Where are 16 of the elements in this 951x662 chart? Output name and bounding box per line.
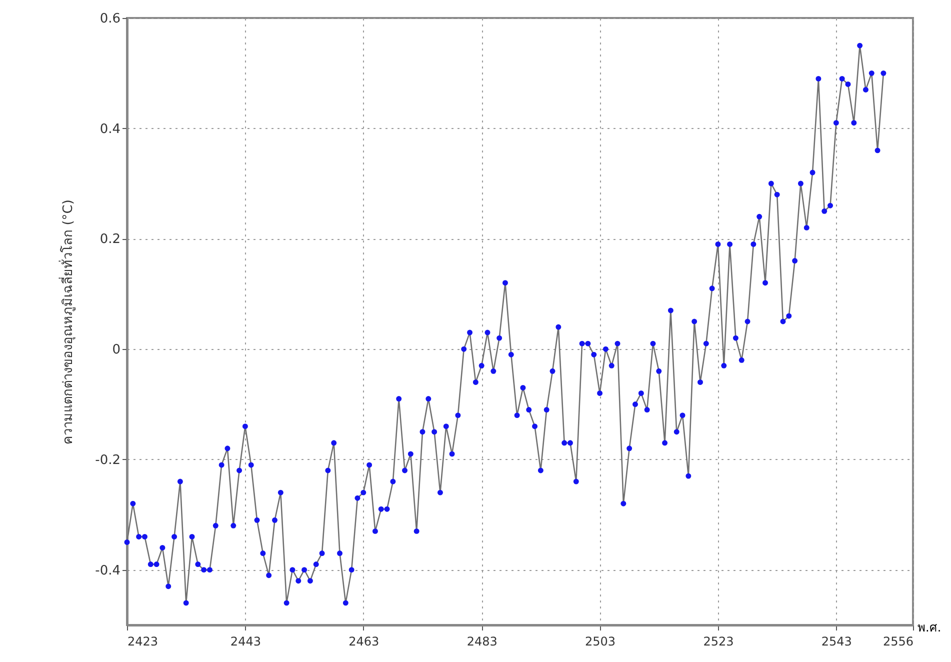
y-tick-label: -0.2 xyxy=(95,452,120,468)
y-tick-label: 0.4 xyxy=(100,122,120,137)
y-tick-label: 0 xyxy=(112,342,120,358)
x-tick-label: 2423 xyxy=(128,634,158,648)
x-tick-label: 2556 xyxy=(882,634,914,648)
x-tick-label: 2443 xyxy=(230,634,261,648)
y-tick-label: 0.2 xyxy=(100,232,120,248)
x-axis-title: พ.ศ. xyxy=(918,620,942,634)
x-tick-label: 2503 xyxy=(585,634,616,648)
x-tick-label: 2543 xyxy=(821,634,852,648)
y-tick-label: -0.4 xyxy=(95,563,120,578)
y-tick-label: 0.6 xyxy=(100,12,120,26)
x-tick-label: 2483 xyxy=(466,634,498,648)
y-axis-title: ความแตกต่างของอุณหภูมิเฉลี่ยทั่วโลก (°C) xyxy=(59,200,76,444)
x-tick-label: 2523 xyxy=(703,634,734,648)
x-tick-label: 2463 xyxy=(348,634,380,648)
